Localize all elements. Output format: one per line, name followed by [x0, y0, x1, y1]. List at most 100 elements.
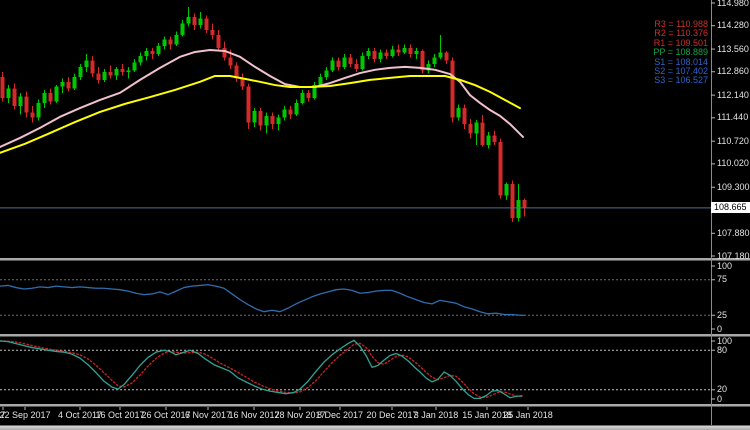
panel-separator-shadow	[0, 336, 750, 337]
candle-body	[414, 51, 419, 55]
time-axis-label: 26 Oct 2017	[141, 410, 191, 420]
candle-body	[402, 47, 407, 53]
time-axis-label: 20 Dec 2017	[366, 410, 418, 420]
panel-separator[interactable]	[0, 404, 750, 406]
candle-body	[150, 51, 155, 55]
candle-body	[258, 111, 263, 126]
candle-body	[480, 122, 485, 146]
candle-body	[66, 81, 71, 89]
candle-body	[372, 51, 377, 60]
candle-body	[186, 16, 191, 24]
candle-body	[366, 51, 371, 56]
candle-body	[246, 86, 251, 123]
candle-body	[486, 135, 491, 146]
price-axis-label: 113.560	[717, 43, 749, 54]
candle-body	[192, 16, 197, 26]
pivot-level-label: R2 = 110.376	[654, 28, 708, 39]
panel-separator-shadow	[0, 260, 750, 261]
candle-body	[378, 52, 383, 60]
time-axis-label: 28 Nov 2017	[274, 410, 326, 420]
indicator-scale-label: 75	[717, 274, 728, 285]
pivot-level-label: R3 = 110.988	[654, 19, 708, 29]
candle-body	[234, 65, 239, 79]
pivot-legend: R3 = 110.988 R2 = 110.376 R1 = 109.501 PP =…	[653, 19, 708, 86]
candle-body	[222, 47, 227, 58]
candle-body	[390, 49, 395, 56]
candle-body	[264, 115, 269, 126]
time-axis-label: 15 Jan 2018	[462, 410, 512, 420]
time-axis[interactable]: 7 22 Sep 2017 4 Oct 2017 16 Oct 2017 26 Oct …	[0, 406, 750, 425]
candle-body	[252, 111, 257, 123]
candle-body	[300, 93, 305, 103]
candle-body	[240, 78, 245, 87]
price-axis-label: 111.440	[717, 112, 749, 123]
time-axis-label: 22 Sep 2017	[0, 410, 51, 420]
candle-body	[282, 109, 287, 118]
candle-body	[456, 107, 461, 118]
candle-body	[336, 60, 341, 68]
candle-body	[18, 96, 23, 107]
price-axis-label: 114.980	[717, 0, 749, 8]
panel-separator[interactable]	[0, 334, 750, 336]
candle-body	[360, 55, 365, 69]
candle-body	[510, 183, 515, 219]
indicator-scale-label: 20	[717, 384, 728, 395]
candle-body	[468, 123, 473, 134]
candle-body	[24, 96, 29, 113]
candle-body	[162, 39, 167, 47]
candle-body	[84, 60, 89, 68]
candle-body	[6, 88, 11, 99]
price-axis-label: 112.140	[717, 89, 749, 100]
candle-body	[132, 62, 137, 71]
candle-body	[198, 18, 203, 26]
candle-body	[228, 57, 233, 66]
candle-body	[498, 141, 503, 196]
candle-body	[330, 60, 335, 71]
candle-body	[126, 70, 131, 73]
time-axis-label: 4 Oct 2017	[57, 410, 103, 420]
candle-body	[270, 115, 275, 124]
candle-body	[306, 93, 311, 99]
candle-body	[180, 23, 185, 35]
pivot-level-label: S3 = 106.527	[654, 75, 708, 86]
candle-body	[120, 68, 125, 73]
time-axis-label: 16 Oct 2017	[95, 410, 145, 420]
pivot-level-label: R1 = 109.501	[653, 37, 708, 48]
candle-body	[60, 81, 65, 87]
candle-body	[174, 34, 179, 45]
candle-body	[72, 76, 77, 89]
indicator-scale-label: 0	[717, 323, 723, 334]
candle-body	[276, 117, 281, 124]
price-axis-label: 107.180	[717, 250, 750, 261]
time-axis-label: 6 Nov 2017	[184, 410, 232, 420]
time-axis-label: 16 Nov 2017	[228, 410, 280, 420]
pivot-level-label: S2 = 107.402	[654, 66, 708, 77]
candle-body	[114, 68, 119, 76]
candle-body	[462, 107, 467, 124]
candle-body	[450, 60, 455, 118]
candle-body	[420, 51, 425, 71]
candle-body	[210, 29, 215, 35]
candle-body	[348, 57, 353, 64]
stochastic-line	[0, 339, 523, 400]
candle-body	[0, 76, 5, 99]
price-axis-label: 114.280	[717, 20, 749, 31]
indicator-scale-label: 80	[717, 344, 728, 355]
candle-body	[384, 52, 389, 56]
candle-body	[204, 18, 209, 30]
indicator-scale-label: 100	[717, 260, 733, 271]
time-axis-label: 25 Jan 2018	[503, 410, 553, 420]
candle-body	[96, 73, 101, 81]
candle-body	[48, 93, 53, 102]
candle-body	[444, 52, 449, 61]
pivot-level-label: S1 = 108.014	[654, 56, 708, 67]
price-axis-label: 112.860	[717, 66, 749, 77]
candle-body	[408, 47, 413, 55]
price-axis-label: 110.020	[717, 158, 749, 169]
price-axis-label: 110.720	[717, 135, 749, 146]
panel-separator[interactable]	[0, 258, 750, 260]
candle-body	[432, 57, 437, 64]
stochastic-signal-line	[0, 340, 523, 399]
